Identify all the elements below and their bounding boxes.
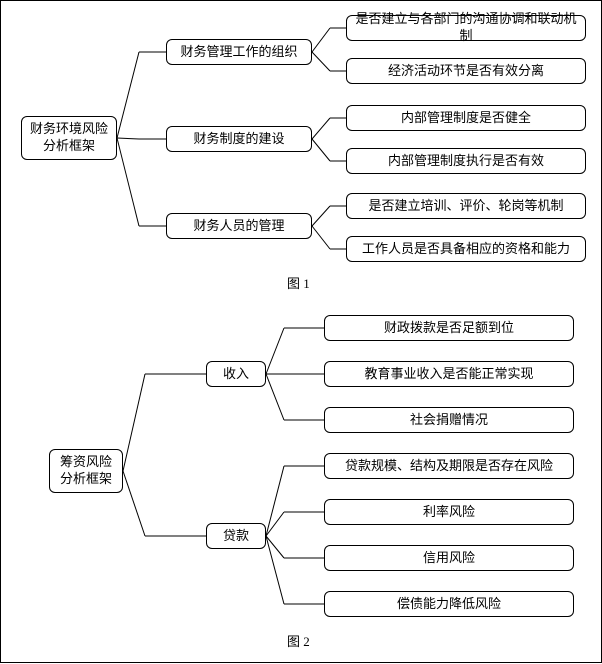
tree-root: 筹资风险 分析框架 bbox=[49, 449, 123, 493]
tree-mid-node: 财务制度的建设 bbox=[166, 126, 312, 152]
tree-leaf-node: 是否建立与各部门的沟通协调和联动机制 bbox=[346, 15, 586, 41]
figure-caption: 图 2 bbox=[287, 631, 310, 650]
tree-mid-node: 财务管理工作的组织 bbox=[166, 39, 312, 65]
tree-mid-node: 贷款 bbox=[206, 523, 266, 549]
figure-caption: 图 1 bbox=[287, 273, 310, 292]
tree-leaf-node: 是否建立培训、评价、轮岗等机制 bbox=[346, 193, 586, 219]
tree-leaf-node: 内部管理制度是否健全 bbox=[346, 105, 586, 131]
tree-leaf-node: 社会捐赠情况 bbox=[324, 407, 574, 433]
tree-leaf-node: 工作人员是否具备相应的资格和能力 bbox=[346, 236, 586, 262]
tree-leaf-node: 贷款规模、结构及期限是否存在风险 bbox=[324, 453, 574, 479]
tree-leaf-node: 经济活动环节是否有效分离 bbox=[346, 58, 586, 84]
tree-leaf-node: 教育事业收入是否能正常实现 bbox=[324, 361, 574, 387]
tree-leaf-node: 利率风险 bbox=[324, 499, 574, 525]
tree-leaf-node: 信用风险 bbox=[324, 545, 574, 571]
tree-leaf-node: 偿债能力降低风险 bbox=[324, 591, 574, 617]
tree-mid-node: 财务人员的管理 bbox=[166, 213, 312, 239]
tree-mid-node: 收入 bbox=[206, 361, 266, 387]
tree-root: 财务环境风险 分析框架 bbox=[21, 116, 117, 160]
tree-leaf-node: 内部管理制度执行是否有效 bbox=[346, 148, 586, 174]
tree-leaf-node: 财政拨款是否足额到位 bbox=[324, 315, 574, 341]
